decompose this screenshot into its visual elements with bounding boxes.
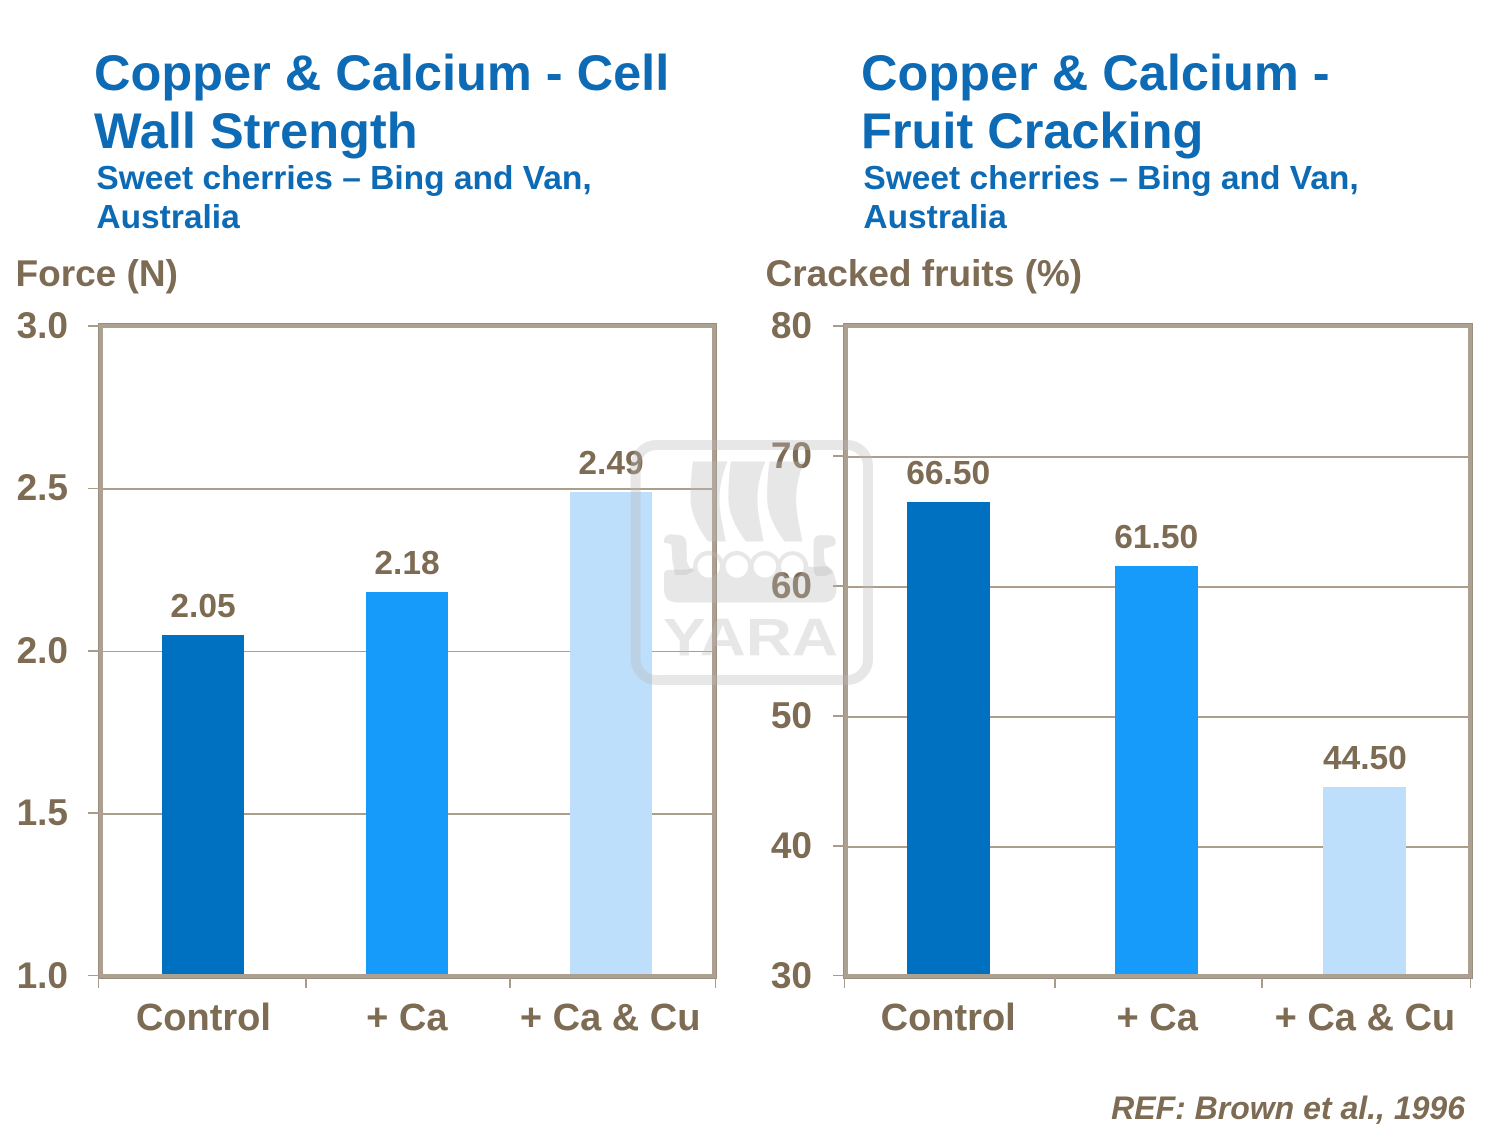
svg-text:YARA: YARA [663, 609, 838, 668]
